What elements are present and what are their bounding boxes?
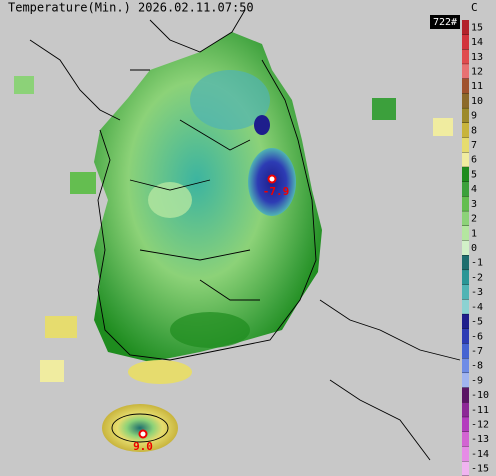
color-step: [462, 64, 469, 79]
min-marker: [267, 174, 277, 184]
badge-box: [430, 15, 460, 29]
color-step: [462, 225, 469, 241]
legend-label: 2: [471, 214, 477, 225]
badge: 722#: [433, 17, 457, 28]
color-step: [462, 108, 469, 123]
title: Temperature(Min.) 2026.02.11.07:50: [8, 1, 254, 15]
color-step: [462, 270, 469, 285]
legend-label: -4: [471, 302, 483, 313]
color-step: [462, 299, 469, 315]
legend-label: -11: [471, 405, 489, 416]
legend-label: 3: [471, 199, 477, 210]
color-step: [462, 284, 469, 300]
colorbar: 1514131211109876543210-1-2-3-4-5-6-7-8-9…: [462, 20, 489, 476]
legend-label: 6: [471, 155, 477, 166]
legend-label: 0: [471, 243, 477, 254]
color-step: [462, 373, 469, 388]
legend-label: 1: [471, 228, 477, 239]
color-step: [462, 240, 469, 256]
legend-label: -14: [471, 449, 489, 460]
legend-label: -12: [471, 420, 489, 431]
legend-label: 4: [471, 184, 477, 195]
legend-label: 11: [471, 81, 483, 92]
color-step: [462, 167, 469, 182]
color-step: [462, 314, 469, 329]
color-step: [462, 49, 469, 65]
color-step: [462, 20, 469, 35]
color-step: [462, 152, 469, 168]
color-step: [462, 358, 469, 374]
coastline: [29, 9, 461, 461]
color-step: [462, 328, 469, 344]
color-step: [462, 34, 469, 50]
legend-label: -8: [471, 361, 483, 372]
legend-label: -6: [471, 331, 483, 342]
color-step: [462, 211, 469, 226]
legend-label: 7: [471, 140, 477, 151]
legend-label: 13: [471, 52, 483, 63]
legend-unit: C: [471, 1, 478, 14]
legend-label: -13: [471, 434, 489, 445]
point-label: -7.9: [263, 185, 290, 198]
legend-label: 14: [471, 37, 483, 48]
legend-label: -3: [471, 287, 483, 298]
legend-label: -7: [471, 346, 483, 357]
markers: -7.9 9.0: [133, 174, 290, 453]
color-step: [462, 255, 469, 271]
color-step: [462, 137, 469, 153]
color-step: [462, 343, 469, 359]
legend-label: 8: [471, 125, 477, 136]
legend-label: -15: [471, 464, 489, 475]
color-step: [462, 93, 469, 109]
color-step: [462, 402, 469, 418]
color-step: [462, 461, 469, 476]
legend-label: 12: [471, 66, 483, 77]
legend-label: -9: [471, 375, 483, 386]
color-step: [462, 417, 469, 432]
color-step: [462, 196, 469, 212]
legend-label: 10: [471, 96, 483, 107]
legend-label: -5: [471, 317, 483, 328]
color-step: [462, 431, 469, 447]
max-marker: [138, 429, 148, 439]
color-step: [462, 122, 469, 138]
color-step: [462, 446, 469, 462]
color-step: [462, 387, 469, 403]
legend-label: 9: [471, 111, 477, 122]
legend-label: -10: [471, 390, 489, 401]
legend-label: 15: [471, 22, 483, 33]
point-label: 9.0: [133, 440, 153, 453]
legend-label: -1: [471, 258, 483, 269]
legend-label: 5: [471, 169, 477, 180]
color-step: [462, 181, 469, 197]
legend-label: -2: [471, 272, 483, 283]
color-step: [462, 78, 469, 94]
temperature-field: [14, 32, 453, 452]
